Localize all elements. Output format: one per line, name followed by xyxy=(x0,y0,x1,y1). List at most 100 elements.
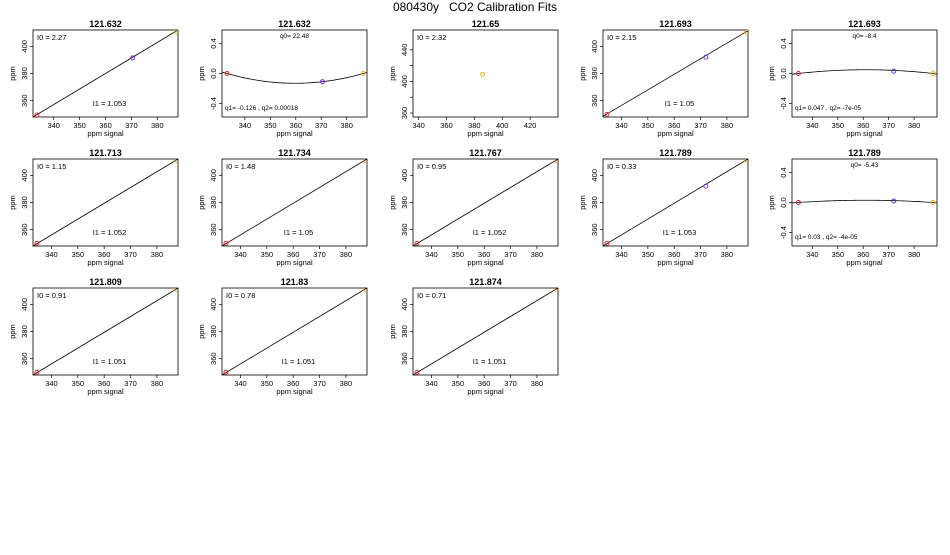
x-tick-label: 340 xyxy=(45,379,58,388)
y-tick-label: 360 xyxy=(400,223,409,236)
data-point xyxy=(795,200,801,205)
x-axis-label: ppm signal xyxy=(657,258,694,267)
y-axis-label: ppm xyxy=(388,324,397,339)
x-tick-label: 360 xyxy=(478,379,491,388)
x-tick-label: 370 xyxy=(313,250,326,259)
y-tick-label: 440 xyxy=(400,44,409,57)
plot-area xyxy=(603,159,748,246)
chart-panel: 121.734 340 350 360 370 380 360 380 400 ppm signa… xyxy=(197,148,368,267)
x-tick-label: 350 xyxy=(261,379,274,388)
coef-label: q1= 0.047 , q2= -7e-05 xyxy=(795,105,862,112)
x-tick-label: 360 xyxy=(857,250,870,259)
fit-line xyxy=(413,288,558,375)
y-tick-label: 360 xyxy=(590,223,599,236)
chart-panel: 121.789 340 350 360 370 380 360 380 400 ppm signa… xyxy=(578,148,749,267)
plot-area xyxy=(792,198,937,205)
coef-label: I0 = 1.15 xyxy=(37,162,66,171)
y-tick-label: 360 xyxy=(209,223,218,236)
chart-panel: 121.693 340 350 360 370 380 -0.4 0.0 0.4 ppm sign… xyxy=(767,19,938,138)
chart-title: 121.767 xyxy=(469,148,502,158)
chart-panel: 121.632 340 350 360 370 380 -0.4 0.0 0.4 ppm sign… xyxy=(197,19,368,138)
data-point xyxy=(480,71,486,77)
coef-label: I0 = 0.91 xyxy=(37,291,66,300)
y-tick-label: 360 xyxy=(20,352,29,365)
data-point xyxy=(891,68,897,74)
x-tick-label: 370 xyxy=(124,379,137,388)
x-tick-label: 340 xyxy=(615,250,628,259)
chart-title: 121.809 xyxy=(89,277,122,287)
fit-line xyxy=(33,30,178,117)
data-point xyxy=(34,240,40,246)
coef-label: I0 = 0.33 xyxy=(607,162,636,171)
chart-panel: 121.809 340 350 360 370 380 360 380 400 ppm signa… xyxy=(8,277,179,396)
x-tick-label: 380 xyxy=(340,250,353,259)
data-point xyxy=(34,112,40,117)
y-tick-label: 0.0 xyxy=(779,197,788,207)
data-point xyxy=(414,369,420,375)
plot-area xyxy=(413,159,558,246)
chart-panel: 121.693 340 350 360 370 380 360 380 400 ppm signa… xyxy=(578,19,749,138)
coef-label: q1= -0.126 , q2= 0.00018 xyxy=(225,105,298,112)
fit-line xyxy=(603,30,748,117)
x-tick-label: 360 xyxy=(287,250,300,259)
plot-area xyxy=(33,159,178,246)
data-point xyxy=(930,71,936,76)
y-tick-label: 380 xyxy=(400,196,409,209)
x-tick-label: 340 xyxy=(45,250,58,259)
x-axis-label: ppm signal xyxy=(87,258,124,267)
y-tick-label: 380 xyxy=(20,67,29,80)
fit-curve xyxy=(222,71,367,84)
x-tick-label: 370 xyxy=(882,250,895,259)
data-point xyxy=(744,30,748,35)
plot-area xyxy=(222,288,367,375)
y-tick-label: 380 xyxy=(20,325,29,338)
data-point xyxy=(224,71,230,76)
x-tick-label: 360 xyxy=(857,121,870,130)
y-tick-label: 0.0 xyxy=(209,68,218,78)
x-axis-label: ppm signal xyxy=(276,387,313,396)
data-point xyxy=(744,159,748,163)
data-point xyxy=(320,79,325,85)
x-tick-label: 380 xyxy=(908,250,921,259)
data-point xyxy=(795,71,801,76)
x-tick-label: 360 xyxy=(98,379,111,388)
x-tick-label: 340 xyxy=(234,250,247,259)
chart-title: 121.632 xyxy=(278,19,311,29)
y-axis-label: ppm xyxy=(388,66,397,81)
fit-line xyxy=(413,159,558,246)
fit-curve xyxy=(792,199,937,204)
y-tick-label: -0.4 xyxy=(779,97,788,110)
chart-title: 121.789 xyxy=(848,148,881,158)
coef-label: I0 = 2.15 xyxy=(607,33,636,42)
coef-label: I1 = 1.051 xyxy=(473,357,507,366)
y-tick-label: 380 xyxy=(209,325,218,338)
coef-label: q1= 0.03 , q2= -4e-05 xyxy=(795,234,858,241)
chart-panel: 121.767 340 350 360 370 380 360 380 400 ppm signa… xyxy=(388,148,559,267)
y-tick-label: 400 xyxy=(400,298,409,311)
data-point xyxy=(703,54,709,60)
x-tick-label: 350 xyxy=(832,250,845,259)
y-axis-label: ppm xyxy=(767,66,776,81)
y-tick-label: 400 xyxy=(400,75,409,88)
x-tick-label: 360 xyxy=(98,250,111,259)
coef-label: I1 = 1.051 xyxy=(93,357,127,366)
fit-line xyxy=(222,288,367,375)
x-tick-label: 370 xyxy=(694,250,707,259)
coef-label: I1 = 1.05 xyxy=(665,99,694,108)
y-axis-label: ppm xyxy=(197,195,206,210)
x-tick-label: 360 xyxy=(99,121,112,130)
y-tick-label: 400 xyxy=(209,169,218,182)
x-axis-label: ppm signal xyxy=(276,129,313,138)
y-axis-label: ppm xyxy=(8,195,17,210)
x-tick-label: 340 xyxy=(425,250,438,259)
data-point xyxy=(891,198,897,204)
chart-title: 121.693 xyxy=(659,19,692,29)
coef-label: I0 = 1.48 xyxy=(226,162,255,171)
data-point xyxy=(223,369,229,375)
plot-area xyxy=(413,288,558,375)
x-tick-label: 350 xyxy=(832,121,845,130)
chart-panel: 121.789 340 350 360 370 380 -0.4 0.0 0.4 ppm sign… xyxy=(767,148,938,267)
y-tick-label: 400 xyxy=(20,298,29,311)
coef-label: q0= -5.43 xyxy=(851,162,879,169)
